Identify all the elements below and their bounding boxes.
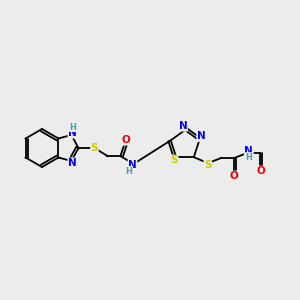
Text: N: N bbox=[197, 131, 206, 141]
Text: H: H bbox=[69, 122, 76, 131]
Text: N: N bbox=[68, 158, 77, 168]
Text: S: S bbox=[91, 143, 98, 153]
Text: H: H bbox=[245, 153, 252, 162]
Text: S: S bbox=[204, 160, 212, 170]
Text: S: S bbox=[170, 155, 178, 165]
Text: O: O bbox=[230, 171, 238, 181]
Text: O: O bbox=[256, 166, 265, 176]
Text: N: N bbox=[128, 160, 137, 170]
Text: H: H bbox=[125, 167, 132, 176]
Text: O: O bbox=[121, 135, 130, 145]
Text: N: N bbox=[178, 121, 188, 131]
Text: N: N bbox=[68, 128, 77, 138]
Text: N: N bbox=[244, 146, 253, 156]
